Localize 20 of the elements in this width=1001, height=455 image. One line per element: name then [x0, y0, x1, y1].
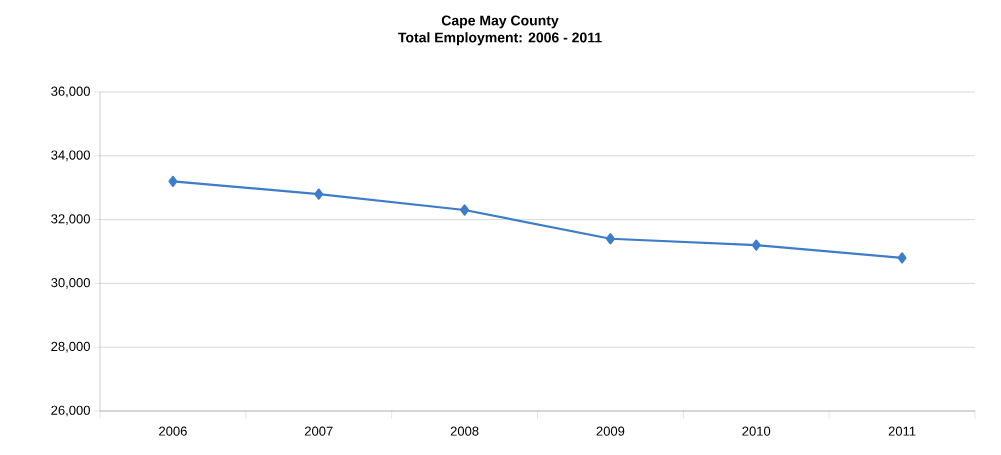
point [314, 188, 324, 200]
point [168, 175, 178, 187]
y-tick-label: 30,000 [51, 278, 90, 289]
x-tick-label: 2010 [742, 426, 771, 436]
point [460, 204, 470, 216]
x-tick-label: 2007 [304, 426, 333, 436]
point [605, 233, 615, 245]
x-tick-label: 2009 [596, 426, 625, 436]
y-tick-label: 26,000 [51, 405, 90, 417]
y-tick-label: 36,000 [51, 86, 90, 98]
x-tick-label: 2008 [450, 426, 479, 436]
chart-subtitle: Total Employment: 2006 - 2011 [398, 32, 602, 46]
chart-title: Cape May County [441, 15, 559, 29]
x-tick-label: 2006 [159, 426, 187, 436]
y-tick-label: 34,000 [51, 150, 90, 162]
point [751, 239, 761, 251]
y-tick-label: 32,000 [51, 214, 90, 225]
point [897, 252, 907, 264]
x-tick-label: 2011 [888, 426, 916, 436]
y-tick-label: 28,000 [51, 341, 90, 353]
